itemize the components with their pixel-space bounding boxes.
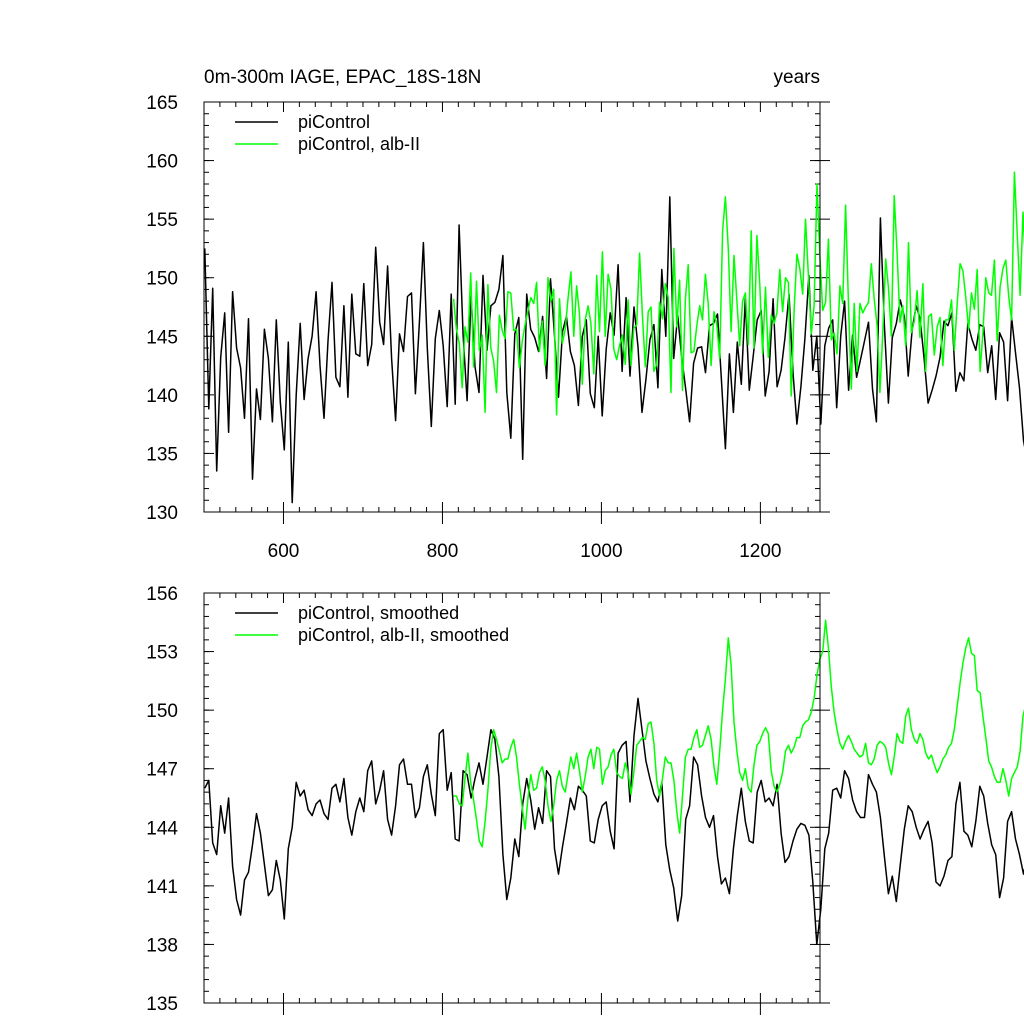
bottom-plot-frame	[203, 592, 821, 1004]
x-tick-label: 800	[427, 541, 459, 562]
y-tick-label: 156	[146, 584, 178, 605]
top-panel: 0m-300m IAGE, EPAC_18S-18N years 600 800 1…	[146, 67, 1024, 562]
legend-label: piControl, alb-II, smoothed	[298, 625, 509, 645]
x-tick-label: 1200	[739, 541, 781, 562]
units-label: years	[774, 67, 820, 88]
chart-title: 0m-300m IAGE, EPAC_18S-18N	[204, 67, 481, 88]
bottom-panel: 135 138 141 144 147 150 153 156 piControl, smoo…	[146, 584, 1024, 1015]
y-tick-label: 147	[146, 760, 178, 781]
y-tick-label: 140	[146, 386, 178, 407]
y-tick-label: 153	[146, 643, 178, 664]
y-tick-label: 138	[146, 935, 178, 956]
x-tick-label: 1000	[580, 541, 622, 562]
legend-label: piControl	[298, 112, 370, 132]
y-tick-label: 150	[146, 701, 178, 722]
series-line-picontrol-alb-ii	[452, 171, 1024, 416]
legend-label: piControl, smoothed	[298, 603, 459, 623]
y-tick-label: 135	[146, 994, 178, 1015]
y-tick-label: 160	[146, 152, 178, 173]
y-tick-label: 130	[146, 503, 178, 524]
y-tick-label: 150	[146, 269, 178, 290]
series-line-picontrol-smoothed	[204, 697, 1024, 946]
legend-label: piControl, alb-II	[298, 134, 420, 154]
top-plot-frame	[203, 101, 821, 513]
y-tick-label: 165	[146, 93, 178, 114]
y-tick-label: 141	[146, 877, 178, 898]
bottom-series-layer	[204, 619, 1024, 946]
y-tick-label: 144	[146, 818, 178, 839]
y-tick-label: 155	[146, 210, 178, 231]
series-line-picontrol	[204, 196, 1024, 504]
bottom-axes: 135 138 141 144 147 150 153 156	[146, 584, 830, 1015]
y-tick-label: 145	[146, 327, 178, 348]
series-line-picontrol-alb-ii-smoothed	[453, 619, 1024, 848]
top-series-layer	[204, 171, 1024, 504]
x-tick-label: 600	[268, 541, 300, 562]
y-tick-label: 135	[146, 444, 178, 465]
